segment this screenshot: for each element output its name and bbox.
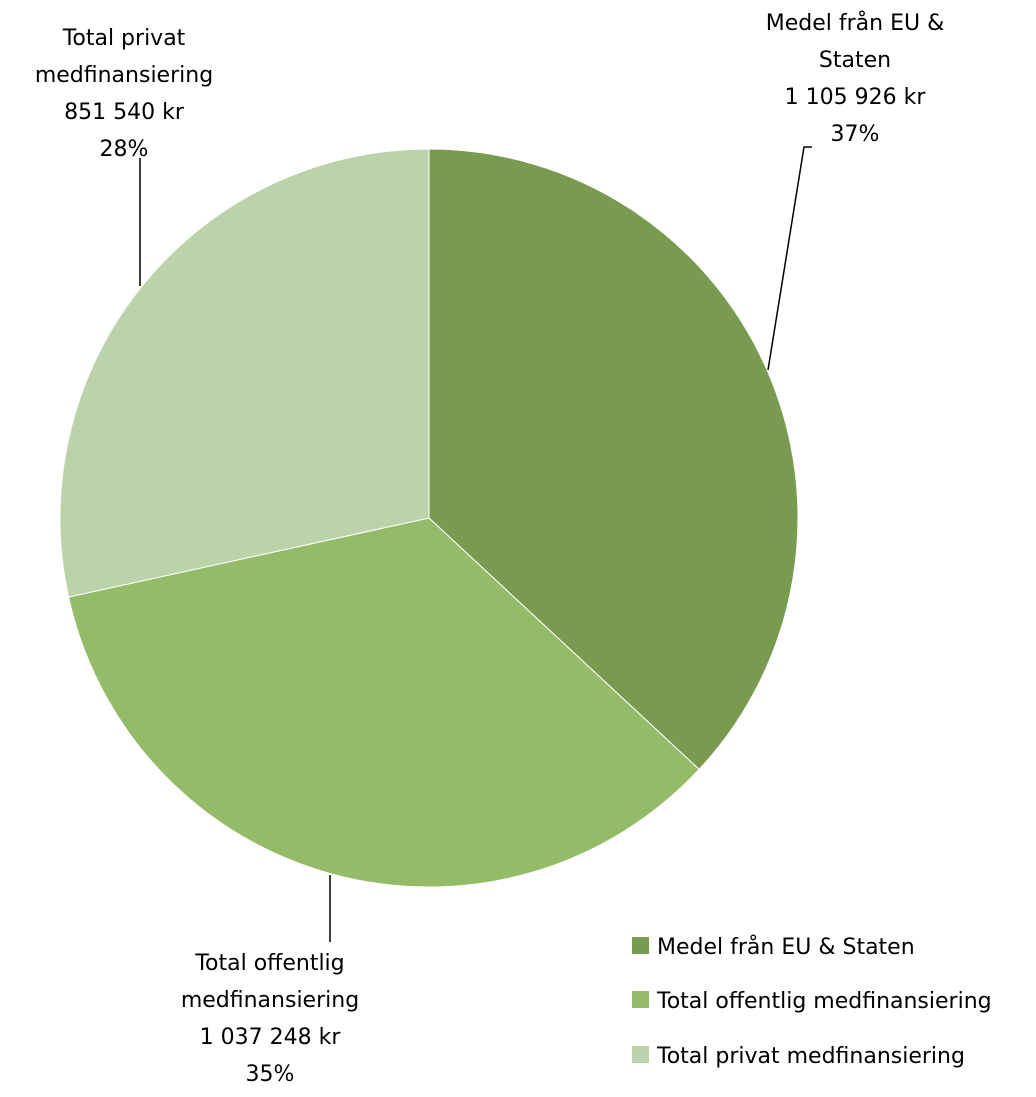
data-label-privat-line1: Total privat xyxy=(62,26,186,51)
pie-slices xyxy=(59,148,799,888)
legend-label-medel: Medel från EU & Staten xyxy=(657,934,915,960)
legend: Medel från EU & Staten Total offentlig m… xyxy=(632,934,992,1069)
data-label-offentlig-percent: 35% xyxy=(246,1062,295,1087)
data-label-offentlig-amount: 1 037 248 kr xyxy=(200,1025,342,1050)
data-label-medel-percent: 37% xyxy=(831,122,880,147)
data-label-medel-line1: Medel från EU & xyxy=(766,10,944,36)
pie-slice-medel xyxy=(428,148,799,771)
legend-item-privat: Total privat medfinansiering xyxy=(632,1044,965,1069)
leader-lines xyxy=(139,146,812,942)
data-label-privat-amount: 851 540 kr xyxy=(64,100,185,125)
data-label-medel: Medel från EU & Staten 1 105 926 kr 37% xyxy=(766,10,944,147)
data-label-offentlig: Total offentlig medfinansiering 1 037 24… xyxy=(181,951,359,1087)
data-label-offentlig-line2: medfinansiering xyxy=(181,988,359,1013)
data-label-privat: Total privat medfinansiering 851 540 kr … xyxy=(35,26,213,162)
legend-item-offentlig: Total offentlig medfinansiering xyxy=(632,989,992,1014)
data-label-offentlig-line1: Total offentlig xyxy=(194,951,344,976)
pie-slice-offentlig xyxy=(67,517,700,888)
legend-swatch-medel xyxy=(632,937,649,954)
legend-swatch-offentlig xyxy=(632,991,649,1008)
leader-line-medel xyxy=(767,146,812,371)
data-label-privat-line2: medfinansiering xyxy=(35,63,213,88)
pie-slice-privat xyxy=(59,148,430,598)
legend-label-privat: Total privat medfinansiering xyxy=(656,1044,965,1069)
data-label-medel-line2: Staten xyxy=(819,48,891,73)
legend-item-medel: Medel från EU & Staten xyxy=(632,934,915,960)
legend-swatch-privat xyxy=(632,1046,649,1063)
legend-label-offentlig: Total offentlig medfinansiering xyxy=(656,989,992,1014)
data-label-privat-percent: 28% xyxy=(100,137,149,162)
data-label-medel-amount: 1 105 926 kr xyxy=(785,85,927,110)
